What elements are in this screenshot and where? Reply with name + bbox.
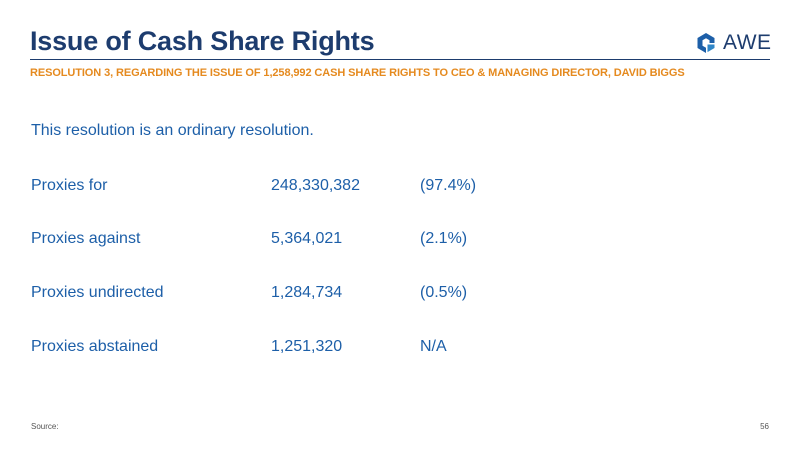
proxy-percentage: (0.5%): [420, 284, 468, 301]
proxy-value: 248,330,382: [271, 177, 360, 194]
proxy-value: 1,284,734: [271, 284, 343, 301]
proxy-row: Proxies abstained 1,251,320 N/A: [31, 338, 591, 360]
proxy-percentage: (2.1%): [420, 230, 468, 247]
title-divider: [30, 59, 770, 60]
logo-text: AWE: [723, 31, 772, 54]
company-logo: AWE: [694, 30, 772, 56]
source-note: Source:: [31, 422, 59, 431]
resolution-subtitle: RESOLUTION 3, REGARDING THE ISSUE OF 1,2…: [30, 67, 685, 79]
proxy-label: Proxies against: [31, 230, 141, 247]
proxy-percentage: (97.4%): [420, 177, 477, 194]
page-title: Issue of Cash Share Rights: [30, 26, 375, 56]
resolution-intro: This resolution is an ordinary resolutio…: [31, 122, 314, 139]
awe-logo-icon: [697, 33, 715, 53]
proxy-percentage: N/A: [420, 338, 447, 355]
proxy-value: 1,251,320: [271, 338, 343, 355]
proxy-row: Proxies against 5,364,021 (2.1%): [31, 230, 591, 252]
proxy-row: Proxies undirected 1,284,734 (0.5%): [31, 284, 591, 306]
page-number: 56: [760, 422, 769, 431]
proxy-value: 5,364,021: [271, 230, 343, 247]
proxy-label: Proxies for: [31, 177, 108, 194]
proxy-row: Proxies for 248,330,382 (97.4%): [31, 177, 591, 199]
proxy-label: Proxies abstained: [31, 338, 159, 355]
proxy-label: Proxies undirected: [31, 284, 164, 301]
